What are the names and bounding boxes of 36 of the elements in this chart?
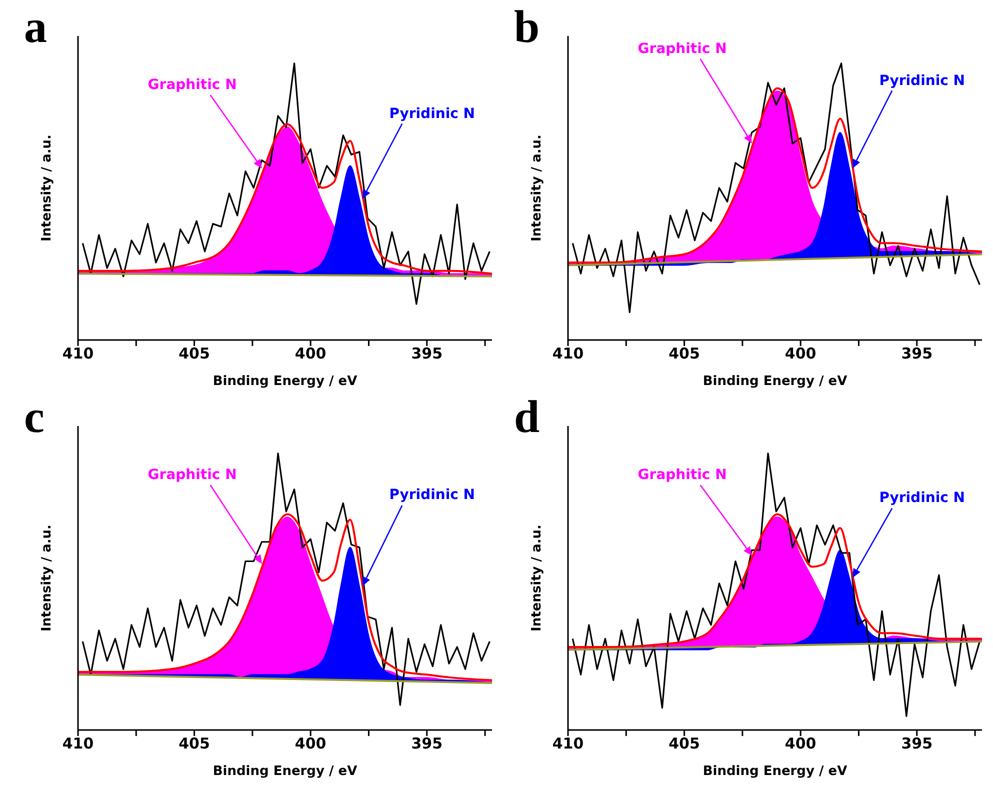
x-tick-label: 400: [784, 734, 816, 753]
text: Pyridinic N: [879, 72, 966, 89]
text: Graphitic N: [148, 466, 237, 483]
x-tick-label: 400: [784, 344, 816, 363]
x-tick-label: 405: [178, 734, 210, 753]
x-axis-title: Binding Energy / eV: [702, 374, 848, 389]
x-tick-label: 395: [411, 734, 443, 753]
x-tick-label: 410: [62, 344, 94, 363]
text: Pyridinic N: [389, 487, 476, 504]
x-tick-label: 400: [294, 344, 326, 363]
x-axis-title: Binding Energy / eV: [702, 764, 848, 779]
y-axis-title: Intensity / a.u.: [530, 134, 545, 242]
y-axis-title: Intensity / a.u.: [40, 134, 55, 242]
x-axis-title: Binding Energy / eV: [212, 374, 358, 389]
x-tick-label: 405: [668, 344, 700, 363]
x-tick-label: 395: [901, 734, 933, 753]
x-tick-label: 395: [901, 344, 933, 363]
text: Pyridinic N: [879, 490, 966, 506]
x-axis-title: Binding Energy / eV: [212, 764, 358, 779]
text: Graphitic N: [148, 76, 237, 93]
y-axis-title: Intensity / a.u.: [40, 524, 55, 632]
text: Pyridinic N: [389, 106, 476, 122]
x-tick-label: 410: [552, 734, 584, 753]
y-axis-title: Intensity / a.u.: [530, 524, 545, 632]
x-tick-label: 410: [552, 344, 584, 363]
x-tick-label: 395: [411, 344, 443, 363]
x-tick-label: 400: [294, 734, 326, 753]
text: Graphitic N: [638, 466, 727, 483]
x-tick-label: 405: [178, 344, 210, 363]
chart-title: b: [514, 1, 540, 52]
chart-title: c: [24, 391, 44, 442]
chart-title: a: [24, 1, 47, 52]
x-tick-label: 405: [668, 734, 700, 753]
x-tick-label: 410: [62, 734, 94, 753]
chart-title: d: [514, 391, 540, 442]
text: Graphitic N: [638, 41, 727, 58]
